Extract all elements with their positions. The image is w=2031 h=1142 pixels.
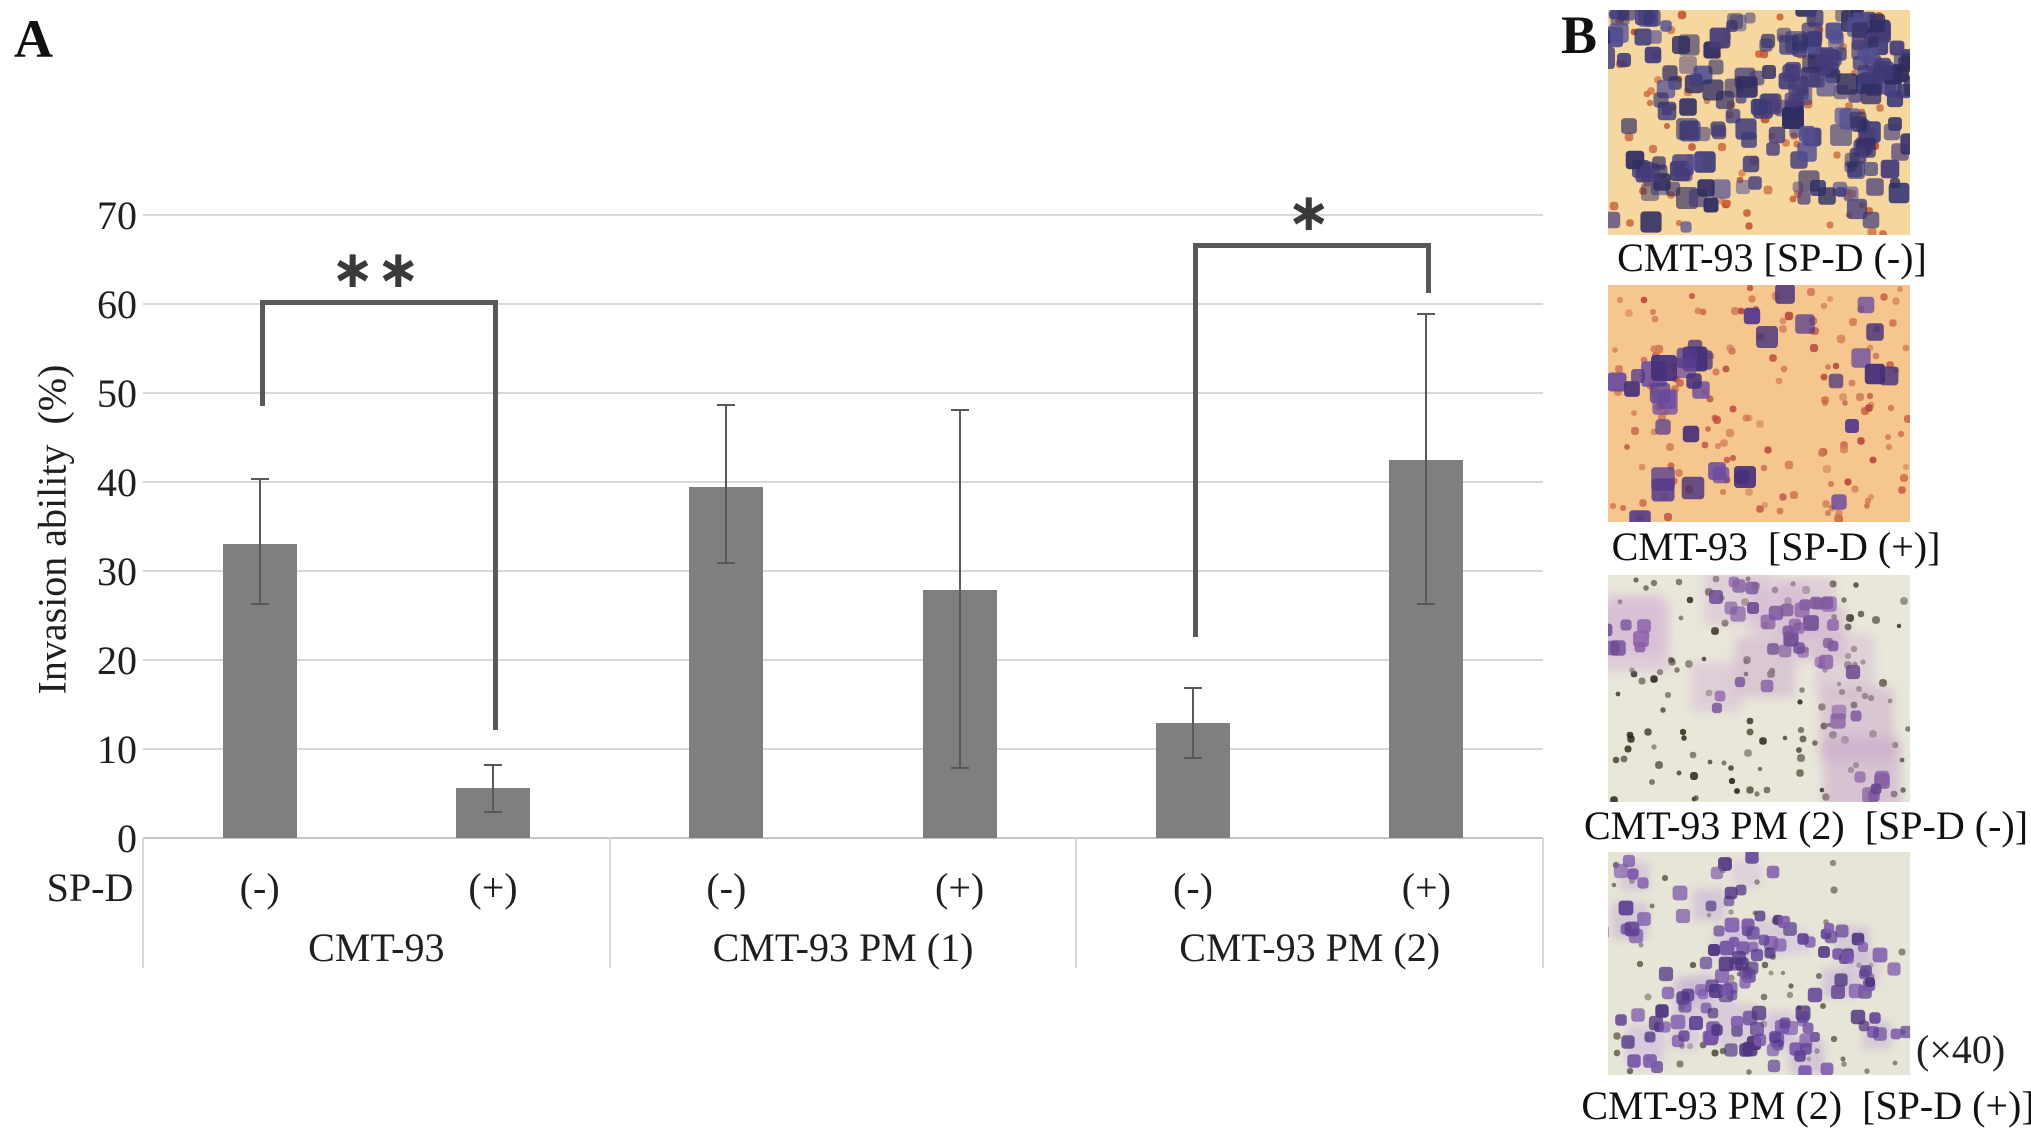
- gridline-y-30: [143, 570, 1543, 572]
- gridline-y-70: [143, 214, 1543, 216]
- group-label-2: CMT-93 PM (2): [1179, 925, 1441, 970]
- error-bar-line: [1425, 313, 1428, 604]
- micrograph-image-2: [1608, 575, 1910, 802]
- cell-texture-layer: [1608, 10, 1610, 12]
- y-tick-label: 10: [97, 727, 137, 772]
- micrograph-image-3: [1608, 852, 1910, 1075]
- group-label-0: CMT-93: [308, 925, 445, 970]
- error-bar-line: [258, 479, 261, 604]
- cell-texture-layer: [1608, 575, 1610, 577]
- micrograph-caption-1: CMT-93 [SP-D (+)]: [1611, 524, 1941, 569]
- error-bar-cap: [950, 766, 969, 769]
- spd-condition-label: (-): [706, 865, 747, 910]
- gridline-y-60: [143, 303, 1543, 305]
- significance-bracket-1: [1193, 243, 1432, 249]
- error-bar-cap: [1184, 686, 1202, 689]
- category-separator-3: [1542, 838, 1544, 968]
- micrograph-image-0: [1608, 10, 1910, 235]
- y-tick-label: 40: [97, 460, 137, 505]
- spd-condition-label: (+): [468, 865, 518, 910]
- error-bar-line: [958, 409, 961, 768]
- significance-label: ∗: [1286, 183, 1333, 244]
- significance-bracket-right-arm: [1426, 243, 1432, 294]
- error-bar-cap: [1417, 312, 1436, 315]
- category-separator-1: [608, 838, 611, 968]
- y-tick-label: 50: [97, 371, 137, 416]
- micrograph-image-1: [1608, 285, 1910, 522]
- error-bar-cap: [950, 408, 969, 411]
- gridline-y-0: [143, 837, 1543, 839]
- cell-texture-layer: [1608, 852, 1610, 854]
- significance-bracket-right-arm: [493, 299, 498, 731]
- significance-label: ∗∗: [330, 239, 422, 300]
- y-tick-label: 20: [97, 638, 137, 683]
- micrograph-caption-3: CMT-93 PM (2) [SP-D (+)]: [1581, 1083, 2031, 1128]
- significance-bracket-left-arm: [259, 299, 265, 407]
- spd-condition-label: (+): [1401, 865, 1451, 910]
- error-bar-line: [725, 404, 728, 563]
- gridline-y-10: [143, 748, 1543, 750]
- error-bar-cap: [717, 403, 736, 406]
- gridline-y-40: [143, 481, 1543, 483]
- error-bar-line: [492, 765, 494, 813]
- spd-condition-label: (-): [1173, 865, 1213, 910]
- spd-condition-label: (-): [239, 865, 280, 910]
- error-bar-cap: [1417, 602, 1436, 605]
- y-tick-label: 0: [117, 816, 137, 861]
- cell-texture-layer: [1608, 285, 1610, 287]
- error-bar-cap: [717, 561, 736, 564]
- panel-a-label: A: [14, 9, 53, 69]
- spd-condition-label: (+): [935, 865, 985, 910]
- significance-bracket-0: [259, 299, 498, 305]
- y-tick-label: 30: [97, 549, 137, 594]
- panel-b-label: B: [1561, 5, 1598, 65]
- gridline-y-50: [143, 392, 1543, 394]
- error-bar-cap: [484, 811, 502, 814]
- significance-bracket-left-arm: [1193, 243, 1198, 637]
- group-label-1: CMT-93 PM (1): [712, 925, 974, 970]
- category-separator-2: [1075, 838, 1078, 968]
- error-bar-cap: [484, 764, 502, 767]
- error-bar-cap: [1184, 756, 1202, 759]
- y-tick-label: 70: [97, 193, 137, 238]
- micrograph-caption-2: CMT-93 PM (2) [SP-D (-)]: [1583, 803, 2029, 848]
- category-separator-0: [142, 838, 144, 968]
- error-bar-cap: [250, 602, 269, 605]
- gridline-y-20: [143, 659, 1543, 661]
- error-bar-cap: [250, 478, 269, 481]
- micrograph-caption-0: CMT-93 [SP-D (-)]: [1617, 235, 1927, 280]
- magnification-label: (×40): [1916, 1027, 2006, 1072]
- error-bar-line: [1192, 687, 1194, 758]
- spd-row-title: SP-D: [46, 865, 134, 910]
- y-tick-label: 60: [97, 282, 137, 327]
